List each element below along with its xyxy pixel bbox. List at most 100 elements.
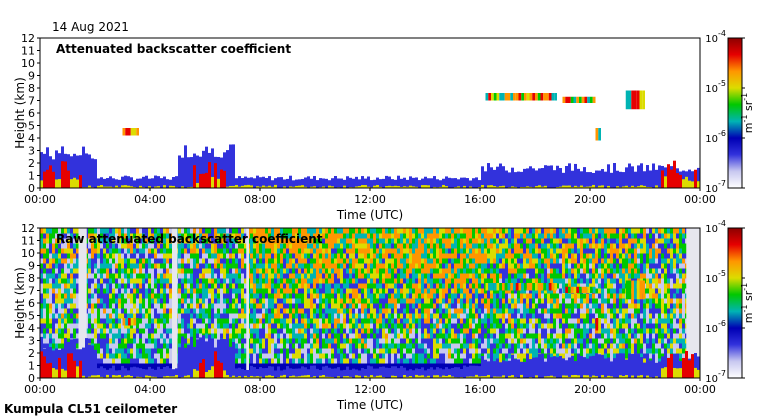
raw-noise-cell — [457, 268, 460, 274]
raw-noise-cell — [46, 338, 49, 344]
raw-noise-cell — [196, 288, 199, 294]
raw-noise-cell — [334, 233, 337, 239]
boundary-layer-cell — [505, 170, 508, 188]
raw-noise-cell — [151, 323, 154, 329]
cloud-layer-cell — [513, 93, 516, 101]
raw-noise-cell — [463, 258, 466, 264]
raw-noise-cell — [373, 338, 376, 344]
raw-noise-cell — [277, 348, 280, 354]
raw-noise-cell — [202, 313, 205, 319]
raw-noise-cell — [280, 348, 283, 354]
raw-noise-cell — [319, 308, 322, 314]
boundary-layer-cell — [634, 171, 637, 188]
raw-noise-cell — [466, 318, 469, 324]
raw-noise-cell — [67, 318, 70, 324]
raw-noise-cell — [379, 333, 382, 339]
raw-noise-cell — [70, 243, 73, 249]
raw-noise-cell — [199, 293, 202, 299]
raw-noise-cell — [352, 333, 355, 339]
boundary-layer-cell — [88, 154, 91, 188]
raw-noise-cell — [406, 303, 409, 309]
raw-noise-cell — [340, 268, 343, 274]
raw-noise-cell — [349, 363, 352, 369]
raw-noise-cell — [328, 258, 331, 264]
raw-noise-cell — [301, 343, 304, 349]
raw-noise-cell — [469, 333, 472, 339]
raw-noise-cell — [406, 253, 409, 259]
raw-noise-cell — [475, 288, 478, 294]
raw-noise-cell — [394, 303, 397, 309]
raw-noise-cell — [355, 358, 358, 364]
raw-noise-cell — [472, 298, 475, 304]
raw-noise-cell — [469, 268, 472, 274]
raw-noise-cell — [166, 333, 169, 339]
raw-noise-cell — [280, 353, 283, 359]
aerosol-layer-cell — [385, 186, 388, 188]
raw-noise-cell — [118, 353, 121, 359]
raw-noise-cell — [169, 253, 172, 259]
raw-noise-cell — [256, 228, 259, 234]
raw-noise-cell — [100, 263, 103, 269]
raw-noise-cell — [70, 313, 73, 319]
raw-noise-cell — [427, 303, 430, 309]
raw-noise-cell — [361, 243, 364, 249]
boundary-layer-cell — [571, 170, 574, 188]
x-tick-label: 12:00 — [354, 193, 386, 206]
raw-noise-cell — [199, 308, 202, 314]
raw-noise-cell — [382, 303, 385, 309]
colorbar-tick-label: 10-7 — [705, 179, 726, 195]
raw-noise-cell — [427, 273, 430, 279]
raw-noise-cell — [136, 273, 139, 279]
raw-noise-cell — [325, 298, 328, 304]
raw-noise-cell — [397, 348, 400, 354]
raw-noise-cell — [439, 308, 442, 314]
aerosol-layer-cell — [643, 185, 646, 188]
raw-noise-cell — [412, 248, 415, 254]
raw-noise-cell — [403, 283, 406, 289]
raw-noise-cell — [250, 248, 253, 254]
raw-noise-cell — [319, 268, 322, 274]
raw-noise-cell — [49, 323, 52, 329]
raw-noise-cell — [325, 363, 328, 369]
raw-noise-cell — [412, 293, 415, 299]
raw-noise-cell — [337, 238, 340, 244]
raw-noise-cell — [481, 303, 484, 309]
raw-noise-cell — [325, 283, 328, 289]
boundary-layer-cell — [553, 170, 556, 188]
raw-noise-cell — [208, 298, 211, 304]
raw-noise-cell — [337, 353, 340, 359]
raw-noise-cell — [367, 283, 370, 289]
raw-noise-cell — [43, 343, 46, 349]
raw-noise-cell — [118, 328, 121, 334]
raw-noise-cell — [328, 268, 331, 274]
raw-noise-cell — [328, 308, 331, 314]
raw-noise-cell — [136, 233, 139, 239]
raw-noise-cell — [307, 343, 310, 349]
raw-noise-cell — [202, 258, 205, 264]
raw-noise-cell — [343, 228, 346, 234]
cloud-layer-cell — [581, 96, 585, 103]
raw-noise-cell — [466, 248, 469, 254]
raw-noise-cell — [40, 278, 43, 284]
raw-noise-cell — [322, 268, 325, 274]
raw-noise-cell — [304, 323, 307, 329]
raw-noise-cell — [229, 243, 232, 249]
raw-noise-cell — [334, 338, 337, 344]
raw-noise-cell — [256, 343, 259, 349]
raw-noise-cell — [73, 273, 76, 279]
boundary-layer-cell — [160, 178, 163, 188]
aerosol-layer-cell — [217, 178, 220, 188]
raw-noise-cell — [472, 263, 475, 269]
cloud-layer-cell — [518, 93, 522, 101]
raw-noise-cell — [355, 353, 358, 359]
raw-noise-cell — [463, 293, 466, 299]
raw-noise-cell — [358, 338, 361, 344]
raw-noise-cell — [142, 363, 145, 369]
raw-noise-cell — [250, 243, 253, 249]
raw-noise-cell — [133, 338, 136, 344]
raw-noise-cell — [301, 238, 304, 244]
boundary-layer-cell — [460, 177, 463, 188]
raw-noise-cell — [265, 283, 268, 289]
raw-noise-cell — [331, 233, 334, 239]
raw-noise-cell — [343, 318, 346, 324]
